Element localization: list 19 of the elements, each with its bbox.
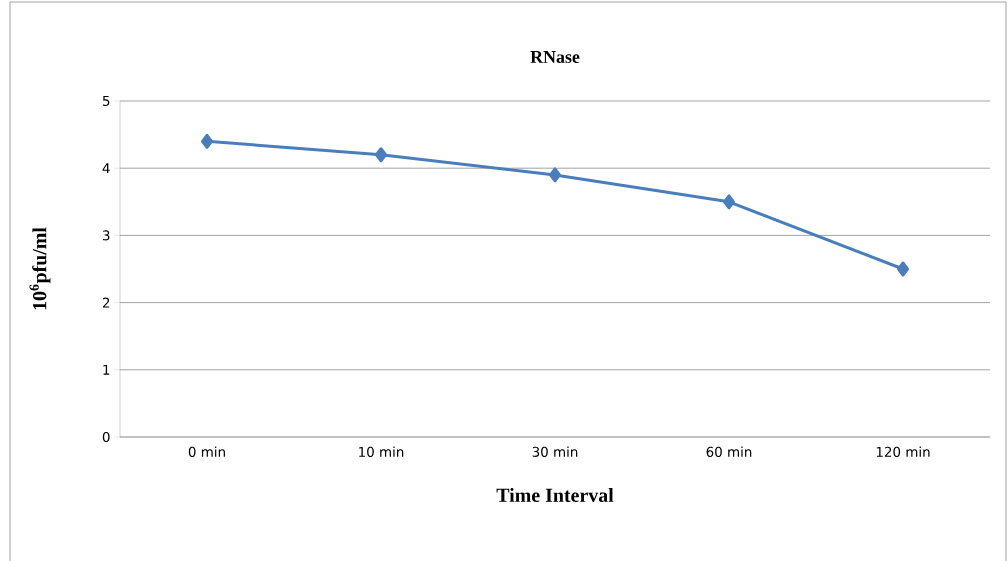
y-tick-label: 0: [102, 431, 110, 443]
x-tick-label: 120 min: [876, 446, 930, 457]
chart-title: RNase: [530, 51, 580, 63]
x-tick-label: 10 min: [359, 446, 404, 457]
point: [201, 133, 213, 149]
x-tick-label: 30 min: [532, 446, 578, 457]
y-tick-label: 5: [102, 95, 110, 106]
point: [723, 194, 736, 210]
point: [897, 261, 910, 277]
point: [549, 167, 561, 183]
y-tick-label: 1: [103, 364, 110, 375]
x-tick-label: 0 min: [188, 446, 225, 457]
y-tick-label: 4: [102, 163, 110, 174]
y-tick-label: 2: [102, 297, 110, 308]
point: [375, 147, 387, 163]
x-axis-title: Time Interval: [496, 487, 614, 502]
y-tick-label: 3: [102, 230, 110, 241]
x-tick-label: 60 min: [706, 446, 752, 457]
y-axis-title: 10$^{6}$pfu/ml: [29, 227, 51, 310]
